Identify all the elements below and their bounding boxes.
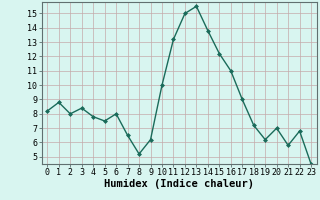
X-axis label: Humidex (Indice chaleur): Humidex (Indice chaleur) xyxy=(104,179,254,189)
